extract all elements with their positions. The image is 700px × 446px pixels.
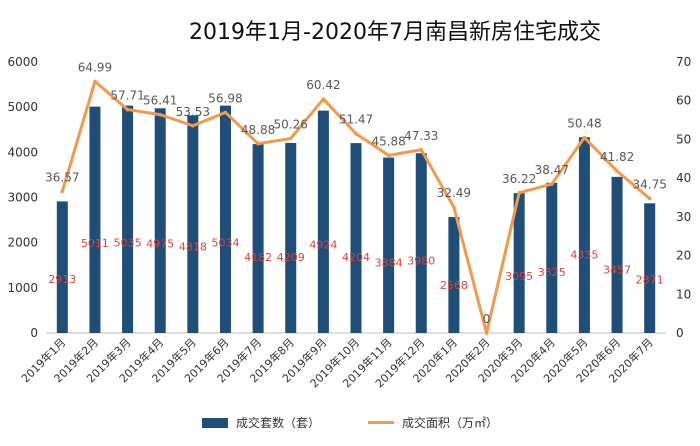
bar: [285, 142, 297, 333]
bar-data-label: 4924: [309, 238, 337, 251]
y-right-tick-label: 30: [676, 210, 691, 224]
line-data-label: 64.99: [78, 60, 112, 74]
line-point: [60, 189, 65, 194]
bar-data-label: 4975: [146, 238, 174, 251]
y-left-tick-label: 2000: [7, 236, 38, 250]
line-point: [321, 97, 326, 101]
bar-data-label: 4204: [342, 251, 370, 264]
line-data-label: 41.82: [600, 150, 634, 164]
bar: [187, 115, 199, 334]
bar-data-label: 2871: [636, 274, 664, 287]
line-data-label: 50.26: [274, 117, 308, 131]
bar: [317, 110, 329, 333]
legend-label-bars: 成交套数（套）: [235, 416, 320, 430]
bar: [546, 182, 558, 333]
line-point: [615, 169, 619, 173]
y-left-tick-label: 5000: [7, 100, 38, 114]
bar: [122, 105, 134, 333]
y-left-tick-label: 1000: [7, 281, 38, 295]
line-point: [386, 153, 391, 158]
bar-data-label: 4335: [570, 249, 598, 262]
line-point: [158, 112, 163, 117]
legend-item-bars: 成交套数（套）: [201, 414, 320, 431]
line-data-label: 56.98: [208, 91, 242, 105]
bar: [383, 157, 395, 333]
chart-legend: 成交套数（套） 成交面积（万㎡）: [0, 414, 700, 431]
line-point: [582, 135, 587, 140]
line-data-label: 34.75: [633, 177, 667, 191]
bar: [154, 108, 166, 333]
line-data-label: 48.88: [241, 123, 275, 137]
bar: [513, 193, 525, 333]
bar-data-label: 4209: [277, 251, 305, 264]
legend-label-line: 成交面积（万㎡）: [402, 416, 499, 430]
bar-data-label: 3457: [603, 264, 631, 277]
line-data-label: 51.47: [339, 113, 373, 127]
line-data-label: 32.49: [437, 186, 471, 200]
bar-data-label: 3325: [538, 266, 566, 279]
line-point: [354, 131, 358, 136]
legend-swatch-bar: [201, 417, 228, 428]
line-data-label: 60.42: [306, 78, 340, 92]
y-right-tick-label: 0: [676, 326, 684, 340]
legend-swatch-line: [368, 421, 394, 424]
line-data-label: 36.22: [502, 172, 536, 186]
line-point: [549, 182, 554, 186]
line-point: [191, 123, 195, 128]
line-point: [223, 110, 228, 115]
line-point: [125, 107, 130, 112]
line-point: [647, 196, 652, 201]
bar-data-label: 3980: [407, 255, 435, 268]
bar: [611, 176, 623, 333]
bar: [56, 201, 68, 333]
line-data-label: 50.48: [567, 117, 601, 131]
line-point: [484, 331, 489, 335]
bar: [644, 203, 656, 333]
bar-data-label: 5035: [114, 237, 142, 250]
bar: [252, 144, 264, 333]
bar: [219, 105, 231, 333]
bar: [448, 217, 460, 333]
line-point: [419, 147, 424, 152]
y-right-tick-label: 50: [676, 132, 691, 146]
y-left-tick-label: 0: [30, 326, 38, 340]
line-point: [256, 141, 260, 146]
bar-data-label: 3884: [375, 256, 403, 269]
bar: [415, 153, 427, 333]
y-right-tick-label: 40: [676, 171, 691, 185]
line-point: [93, 79, 97, 84]
bar-data-label: 5011: [81, 237, 109, 250]
y-left-tick-label: 6000: [7, 55, 38, 69]
bar-data-label: 2913: [48, 273, 76, 286]
line-data-label: 57.71: [110, 89, 144, 103]
y-left-tick-label: 4000: [7, 145, 38, 159]
bar-data-label: 4818: [179, 240, 207, 253]
bar-data-label: 3095: [505, 270, 533, 283]
bar-data-label: 2568: [440, 279, 468, 292]
bar: [578, 137, 590, 333]
line-data-label: 53.53: [176, 105, 210, 119]
chart-title: 2019年1月-2020年7月南昌新房住宅成交: [189, 20, 601, 45]
line-point: [517, 190, 521, 195]
legend-item-line: 成交面积（万㎡）: [368, 414, 498, 431]
line-data-label: 45.88: [371, 134, 405, 148]
y-left-tick-label: 3000: [7, 191, 38, 205]
y-right-tick-label: 60: [676, 94, 691, 108]
line-data-label: 0: [483, 312, 491, 326]
line-data-label: 47.33: [404, 129, 438, 143]
line-data-label: 56.41: [143, 94, 177, 108]
bar-data-label: 4182: [244, 251, 272, 264]
line-data-label: 38.47: [535, 163, 569, 177]
y-right-tick-label: 70: [676, 55, 691, 69]
line-point: [452, 205, 456, 210]
bar-data-label: 5034: [211, 237, 239, 250]
bar: [350, 143, 362, 333]
line-point: [288, 136, 293, 141]
bar: [89, 106, 101, 333]
y-right-tick-label: 20: [676, 249, 691, 263]
line-data-label: 36.57: [45, 170, 79, 184]
y-right-tick-label: 10: [676, 287, 691, 301]
